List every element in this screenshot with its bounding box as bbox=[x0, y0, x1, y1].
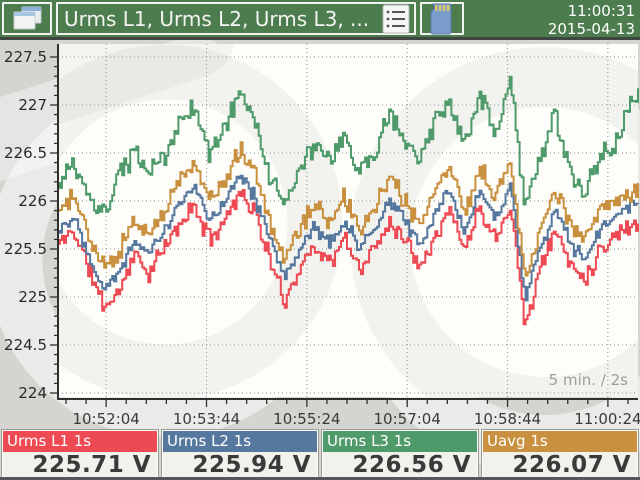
timebase-annotation: 5 min. / 2s bbox=[549, 371, 628, 389]
channel-value: 226.56 V bbox=[352, 452, 471, 478]
channel-legend: Urms L1 1s 225.71 V Urms L2 1s 225.94 V … bbox=[1, 429, 639, 480]
channel-value: 225.71 V bbox=[32, 452, 151, 478]
svg-text:225.5: 225.5 bbox=[4, 240, 47, 258]
svg-text:10:53:44: 10:53:44 bbox=[173, 410, 240, 428]
view-title-button[interactable]: Urms L1, Urms L2, Urms L3, ... bbox=[56, 2, 416, 35]
series-urms-l2-1s bbox=[58, 174, 639, 302]
trend-chart[interactable]: 224 224.5 225 225.5 226 226.5 227 227.5 10:52:04… bbox=[0, 42, 640, 428]
svg-text:10:57:04: 10:57:04 bbox=[374, 410, 441, 428]
svg-text:226.5: 226.5 bbox=[4, 144, 47, 162]
page-title: Urms L1, Urms L2, Urms L3, ... bbox=[64, 6, 370, 31]
svg-text:11:00:24: 11:00:24 bbox=[574, 410, 640, 428]
clock-time: 11:00:31 bbox=[567, 2, 635, 20]
home-button[interactable] bbox=[2, 2, 52, 35]
channel-box-urms-l3[interactable]: Urms L3 1s 226.56 V bbox=[321, 429, 479, 480]
channel-value: 225.94 V bbox=[192, 452, 311, 478]
trend-chart-canvas: 224 224.5 225 225.5 226 226.5 227 227.5 10:52:04… bbox=[4, 44, 640, 428]
channel-value: 226.07 V bbox=[512, 452, 631, 478]
channel-box-uavg[interactable]: Uavg 1s 226.07 V bbox=[481, 429, 639, 480]
svg-text:10:58:44: 10:58:44 bbox=[474, 410, 541, 428]
series-urms-l1-1s bbox=[58, 189, 639, 326]
axis-labels: 224 224.5 225 225.5 226 226.5 227 227.5 10:52:04… bbox=[4, 48, 640, 428]
sd-card-button[interactable] bbox=[420, 2, 464, 35]
channel-label: Urms L3 1s bbox=[323, 431, 477, 452]
svg-text:224.5: 224.5 bbox=[4, 336, 47, 354]
channel-label: Urms L1 1s bbox=[3, 431, 157, 452]
windows-icon bbox=[13, 6, 42, 29]
clock-date: 2015-04-13 bbox=[547, 20, 635, 38]
list-icon bbox=[382, 4, 410, 33]
svg-text:227.5: 227.5 bbox=[4, 48, 47, 66]
svg-text:10:55:24: 10:55:24 bbox=[273, 410, 340, 428]
bottom-bezel-line bbox=[0, 477, 640, 480]
axis-ticks bbox=[50, 56, 629, 407]
svg-text:10:52:04: 10:52:04 bbox=[72, 410, 139, 428]
clock: 11:00:31 2015-04-13 bbox=[547, 0, 640, 38]
svg-text:226: 226 bbox=[18, 192, 47, 210]
svg-text:224: 224 bbox=[18, 384, 47, 402]
channel-label: Uavg 1s bbox=[483, 431, 637, 452]
header-bar: Urms L1, Urms L2, Urms L3, ... 11:00:31 … bbox=[0, 0, 640, 40]
channel-box-urms-l2[interactable]: Urms L2 1s 225.94 V bbox=[161, 429, 319, 480]
sd-card-icon bbox=[430, 3, 452, 34]
svg-text:227: 227 bbox=[18, 96, 47, 114]
series-uavg-1s bbox=[58, 141, 639, 277]
channel-label: Urms L2 1s bbox=[163, 431, 317, 452]
svg-text:225: 225 bbox=[18, 288, 47, 306]
channel-box-urms-l1[interactable]: Urms L1 1s 225.71 V bbox=[1, 429, 159, 480]
series-urms-l3-1s bbox=[58, 75, 639, 215]
